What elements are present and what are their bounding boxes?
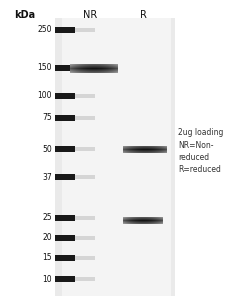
Text: 150: 150 (37, 64, 52, 73)
Text: 50: 50 (42, 145, 52, 154)
Text: NR: NR (83, 10, 97, 20)
Text: 10: 10 (42, 274, 52, 284)
Text: 15: 15 (42, 254, 52, 262)
Text: 20: 20 (42, 233, 52, 242)
Text: 100: 100 (37, 92, 52, 100)
Text: 37: 37 (42, 172, 52, 182)
Text: 2ug loading
NR=Non-
reduced
R=reduced: 2ug loading NR=Non- reduced R=reduced (178, 128, 223, 175)
Text: 25: 25 (42, 214, 52, 223)
Text: R: R (139, 10, 146, 20)
Text: kDa: kDa (15, 10, 36, 20)
Text: 250: 250 (37, 26, 52, 34)
Text: 75: 75 (42, 113, 52, 122)
